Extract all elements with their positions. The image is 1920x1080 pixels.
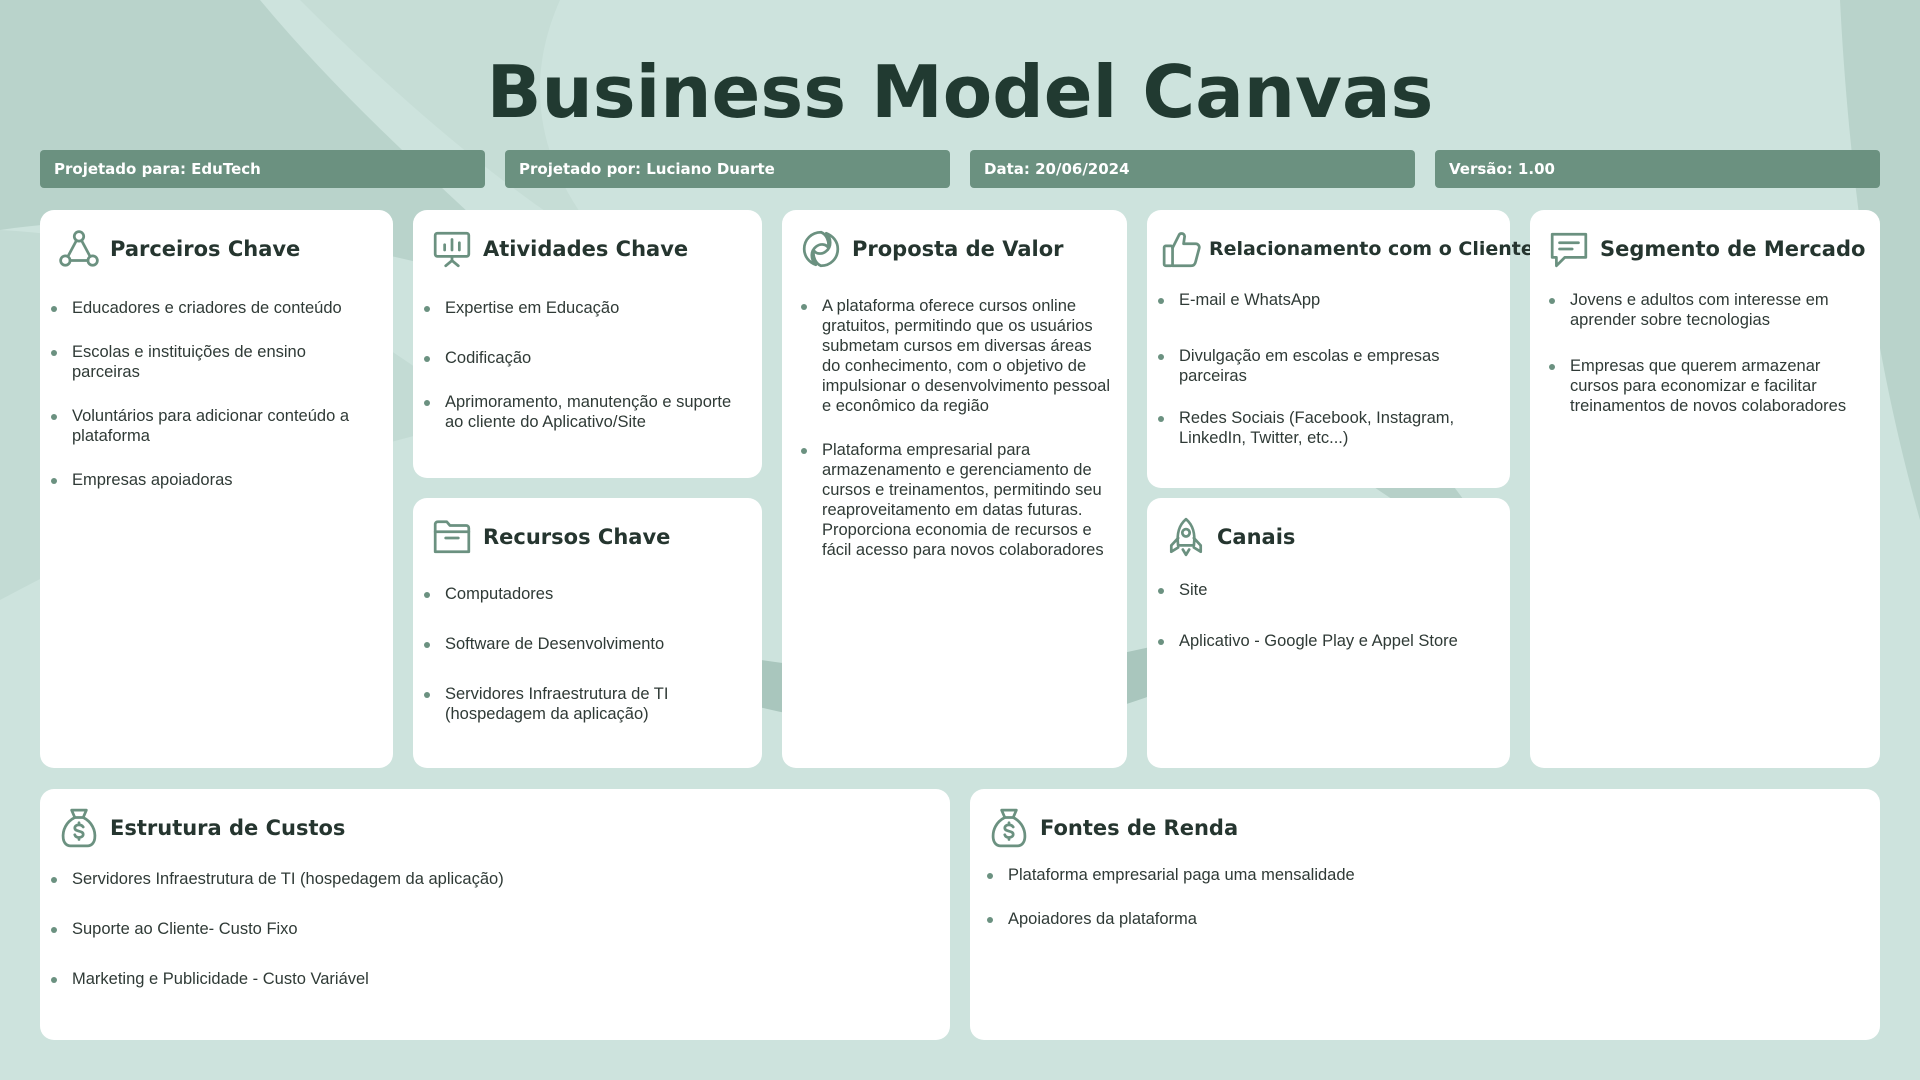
version-bar: Versão: 1.00	[1435, 150, 1880, 188]
list-item: Divulgação em escolas e empresas parceir…	[1158, 346, 1492, 386]
card-title: Relacionamento com o Cliente	[1209, 238, 1534, 260]
card-title: Canais	[1217, 525, 1296, 549]
value-proposition-list: A plataforma oferece cursos online gratu…	[801, 296, 1113, 560]
list-item: Computadores	[424, 584, 744, 604]
market-segment-list: Jovens e adultos com interesse em aprend…	[1549, 290, 1868, 416]
list-item: Servidores Infraestrutura de TI (hospeda…	[51, 869, 932, 889]
thumbs-up-icon	[1162, 232, 1201, 268]
channels-list: Site Aplicativo - Google Play e Appel St…	[1158, 580, 1492, 651]
designed-for-bar: Projetado para: EduTech	[40, 150, 485, 188]
list-item: Plataforma empresarial paga uma mensalid…	[987, 865, 1862, 885]
list-item: Servidores Infraestrutura de TI (hospeda…	[424, 684, 744, 724]
money-bag-icon	[61, 808, 97, 848]
list-item: Plataforma empresarial para armazenament…	[801, 440, 1113, 560]
list-item: Empresas que querem armazenar cursos par…	[1549, 356, 1868, 416]
money-bag-icon	[991, 808, 1027, 848]
card-title: Proposta de Valor	[852, 237, 1064, 261]
key-activities-list: Expertise em Educação Codificação Aprimo…	[424, 298, 744, 432]
list-item: Aprimoramento, manutenção e suporte ao c…	[424, 392, 744, 432]
chat-bubble-icon	[1550, 232, 1588, 268]
card-key-partners: Parceiros Chave Educadores e criadores d…	[40, 210, 393, 768]
list-item: Suporte ao Cliente- Custo Fixo	[51, 919, 932, 939]
revenue-streams-list: Plataforma empresarial paga uma mensalid…	[987, 865, 1862, 929]
list-item: Apoiadores da plataforma	[987, 909, 1862, 929]
list-item: Escolas e instituições de ensino parceir…	[51, 342, 375, 382]
card-key-resources: Recursos Chave Computadores Software de …	[413, 498, 762, 768]
page-title: Business Model Canvas	[486, 50, 1434, 134]
card-key-activities: Atividades Chave Expertise em Educação C…	[413, 210, 762, 478]
folder-icon	[433, 520, 471, 554]
card-cost-structure: Estrutura de Custos Servidores Infraestr…	[40, 789, 950, 1040]
card-title: Estrutura de Custos	[110, 816, 346, 840]
list-item: Voluntários para adicionar conteúdo a pl…	[51, 406, 375, 446]
card-title: Atividades Chave	[483, 237, 689, 261]
network-icon	[59, 230, 99, 267]
list-item: Educadores e criadores de conteúdo	[51, 298, 375, 318]
customer-relationship-list: E-mail e WhatsApp Divulgação em escolas …	[1158, 290, 1492, 448]
cost-structure-list: Servidores Infraestrutura de TI (hospeda…	[51, 869, 932, 989]
list-item: E-mail e WhatsApp	[1158, 290, 1492, 310]
list-item: Jovens e adultos com interesse em aprend…	[1549, 290, 1868, 330]
card-title: Segmento de Mercado	[1600, 237, 1866, 261]
card-market-segment: Segmento de Mercado Jovens e adultos com…	[1530, 210, 1880, 768]
card-channels: Canais Site Aplicativo - Google Play e A…	[1147, 498, 1510, 768]
designed-by-bar: Projetado por: Luciano Duarte	[505, 150, 950, 188]
card-revenue-streams: Fontes de Renda Plataforma empresarial p…	[970, 789, 1880, 1040]
list-item: Expertise em Educação	[424, 298, 744, 318]
key-partners-list: Educadores e criadores de conteúdo Escol…	[51, 298, 375, 490]
presentation-chart-icon	[433, 231, 471, 268]
list-item: Software de Desenvolvimento	[424, 634, 744, 654]
card-value-proposition: Proposta de Valor A plataforma oferece c…	[782, 210, 1127, 768]
list-item: A plataforma oferece cursos online gratu…	[801, 296, 1113, 416]
card-customer-relationship: Relacionamento com o Cliente E-mail e Wh…	[1147, 210, 1534, 488]
list-item: Aplicativo - Google Play e Appel Store	[1158, 631, 1492, 651]
list-item: Empresas apoiadoras	[51, 470, 375, 490]
list-item: Codificação	[424, 348, 744, 368]
rocket-icon	[1169, 517, 1203, 557]
list-item: Marketing e Publicidade - Custo Variável	[51, 969, 932, 989]
card-title: Recursos Chave	[483, 525, 671, 549]
date-bar: Data: 20/06/2024	[970, 150, 1415, 188]
list-item: Redes Sociais (Facebook, Instagram, Link…	[1158, 408, 1492, 448]
card-title: Parceiros Chave	[110, 237, 301, 261]
refresh-swirl-icon	[802, 230, 840, 268]
list-item: Site	[1158, 580, 1492, 600]
card-title: Fontes de Renda	[1040, 816, 1239, 840]
key-resources-list: Computadores Software de Desenvolvimento…	[424, 584, 744, 724]
